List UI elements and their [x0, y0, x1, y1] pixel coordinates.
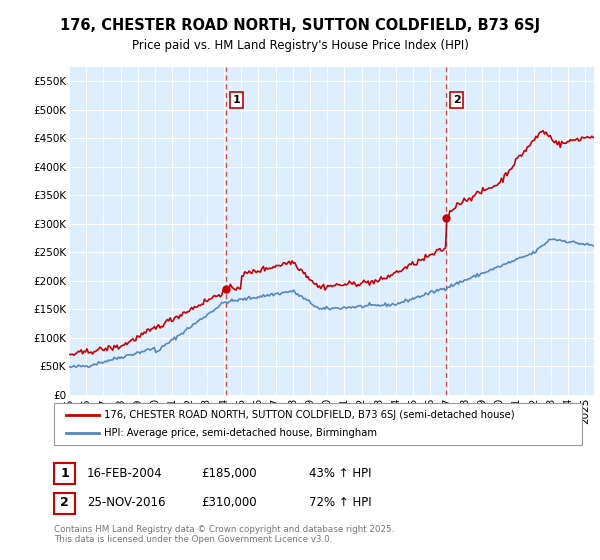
Text: 16-FEB-2004: 16-FEB-2004 — [87, 466, 163, 480]
Text: 1: 1 — [233, 95, 241, 105]
Text: 176, CHESTER ROAD NORTH, SUTTON COLDFIELD, B73 6SJ: 176, CHESTER ROAD NORTH, SUTTON COLDFIEL… — [60, 18, 540, 33]
Text: 1: 1 — [60, 466, 69, 480]
Text: Contains HM Land Registry data © Crown copyright and database right 2025.
This d: Contains HM Land Registry data © Crown c… — [54, 525, 394, 544]
Text: 2: 2 — [453, 95, 461, 105]
Text: 2: 2 — [60, 496, 69, 510]
Text: HPI: Average price, semi-detached house, Birmingham: HPI: Average price, semi-detached house,… — [104, 428, 377, 438]
Text: 72% ↑ HPI: 72% ↑ HPI — [309, 496, 371, 510]
Text: £185,000: £185,000 — [201, 466, 257, 480]
Text: 176, CHESTER ROAD NORTH, SUTTON COLDFIELD, B73 6SJ (semi-detached house): 176, CHESTER ROAD NORTH, SUTTON COLDFIEL… — [104, 409, 514, 419]
Text: Price paid vs. HM Land Registry's House Price Index (HPI): Price paid vs. HM Land Registry's House … — [131, 39, 469, 52]
Text: 43% ↑ HPI: 43% ↑ HPI — [309, 466, 371, 480]
Text: £310,000: £310,000 — [201, 496, 257, 510]
Text: 25-NOV-2016: 25-NOV-2016 — [87, 496, 166, 510]
